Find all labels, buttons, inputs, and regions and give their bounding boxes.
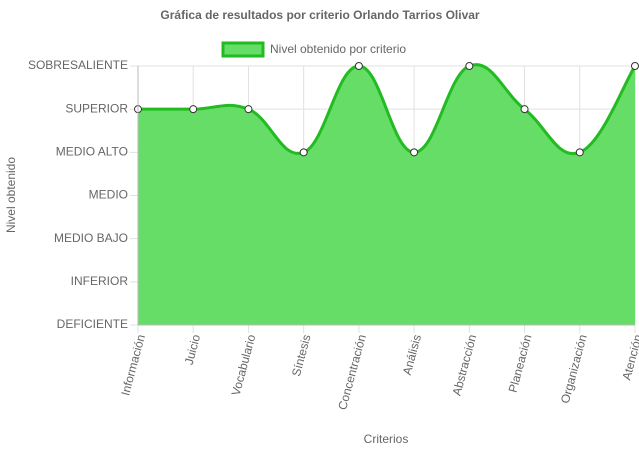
point xyxy=(189,105,198,114)
y-tick-label: DEFICIENTE xyxy=(57,317,128,331)
legend-label: Nivel obtenido por criterio xyxy=(270,42,406,56)
point xyxy=(354,62,363,70)
y-tick-label: MEDIO BAJO xyxy=(54,231,128,245)
area xyxy=(138,64,635,326)
y-tick-label: INFERIOR xyxy=(71,274,129,288)
point xyxy=(575,148,584,157)
x-tick-label: Análisis xyxy=(400,333,424,377)
y-tick-label: MEDIO ALTO xyxy=(56,145,128,159)
line xyxy=(138,63,637,156)
point xyxy=(520,105,529,114)
y-tick-label: MEDIO xyxy=(89,188,128,202)
x-tick-label: Abstracción xyxy=(450,333,480,397)
point xyxy=(410,148,419,157)
point xyxy=(631,62,639,70)
point xyxy=(244,105,253,114)
point xyxy=(299,148,308,157)
x-tick-label: Organización xyxy=(558,333,590,405)
x-axis-title: Criterios xyxy=(364,432,409,446)
chart-title: Gráfica de resultados por criterio Orlan… xyxy=(160,8,480,22)
x-tick-label: Vocabulario xyxy=(229,333,259,398)
y-axis-title: Nivel obtenido xyxy=(4,157,18,233)
x-tick-label: Concentración xyxy=(335,333,369,411)
legend-swatch xyxy=(221,41,265,58)
y-tick-label: SUPERIOR xyxy=(65,101,128,115)
point xyxy=(465,62,474,70)
x-tick-label: Información xyxy=(118,333,148,397)
x-tick-label: Juicio xyxy=(182,333,204,367)
y-tick-label: SOBRESALIENTE xyxy=(28,58,128,72)
x-tick-label: Planeación xyxy=(506,333,535,394)
x-tick-label: Atención xyxy=(619,333,639,382)
x-tick-label: Síntesis xyxy=(289,333,314,378)
